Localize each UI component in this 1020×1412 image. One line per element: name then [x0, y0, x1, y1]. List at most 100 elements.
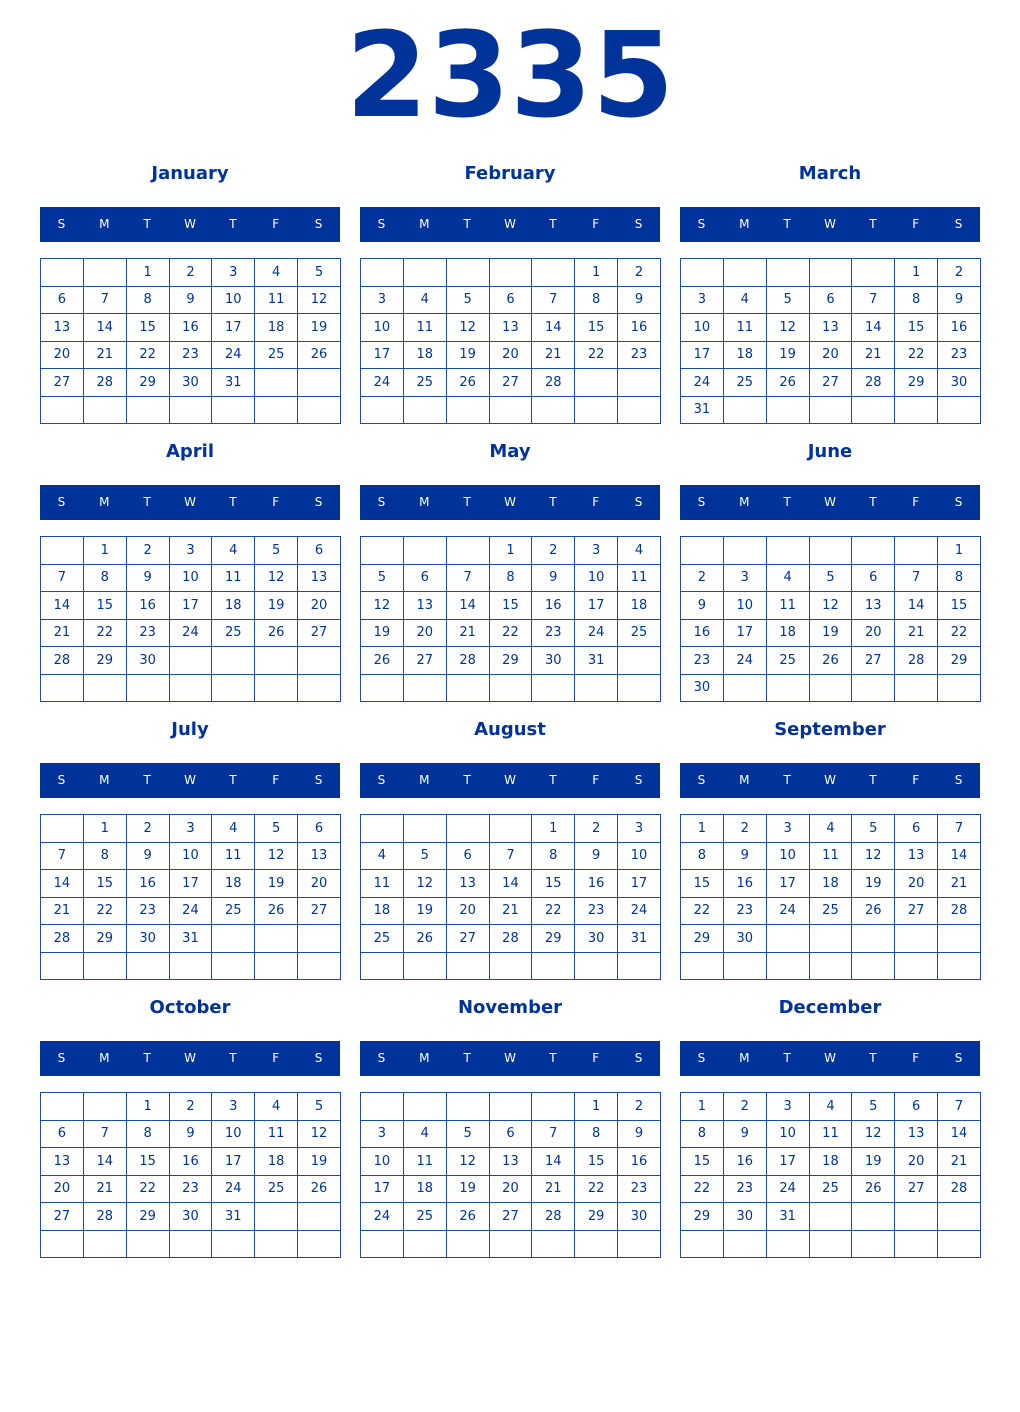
- day-cell: 30: [937, 368, 981, 397]
- day-cell: 14: [40, 591, 84, 620]
- day-cell: 27: [445, 924, 490, 953]
- day-cell: [445, 258, 490, 287]
- day-cell: [254, 1229, 299, 1258]
- day-cell: 13: [445, 869, 490, 898]
- weekday-label: M: [419, 217, 430, 231]
- day-cell: 12: [254, 841, 299, 870]
- day-cell: 29: [574, 1202, 619, 1231]
- day-cell: 7: [40, 841, 84, 870]
- day-cell: 9: [125, 563, 170, 592]
- day-cell: 21: [82, 340, 127, 369]
- day-cell: 14: [851, 313, 896, 342]
- day-cell: 20: [894, 869, 939, 898]
- day-cell: [894, 1202, 939, 1231]
- day-cell: 22: [574, 340, 619, 369]
- day-cell: 6: [488, 285, 533, 314]
- day-cell: [680, 536, 724, 565]
- week-row: [360, 1229, 661, 1258]
- day-cell: [40, 1092, 84, 1121]
- day-cell: 14: [531, 313, 576, 342]
- day-cell: 9: [937, 285, 981, 314]
- day-cell: 28: [82, 368, 127, 397]
- day-cell: 19: [402, 896, 447, 925]
- week-row: 10 11 12 13 14 15 16: [680, 313, 981, 342]
- week-row: 21 22 23 24 25 26 27: [40, 896, 341, 925]
- day-cell: 17: [168, 869, 213, 898]
- day-cell: 25: [360, 924, 404, 953]
- days-table: 1 2 3 4 5 6 7 8 9 10 11 12 13 14 15 16 17 18 19 20 21 22 23 24 2…: [360, 536, 661, 702]
- day-cell: 24: [211, 340, 256, 369]
- week-row: 21 22 23 24 25 26 27: [40, 618, 341, 647]
- day-cell: 13: [402, 591, 447, 620]
- day-cell: 9: [680, 591, 724, 620]
- day-cell: 7: [531, 285, 576, 314]
- week-row: 24 25 26 27 28 29 30: [680, 368, 981, 397]
- day-cell: 24: [680, 368, 724, 397]
- day-cell: 26: [808, 646, 853, 675]
- day-cell: 25: [211, 896, 256, 925]
- day-cell: 21: [531, 340, 576, 369]
- day-cell: [722, 951, 767, 980]
- day-cell: [254, 368, 299, 397]
- week-row: 20 21 22 23 24 25 26: [40, 340, 341, 369]
- day-cell: 15: [125, 313, 170, 342]
- day-cell: 16: [680, 618, 724, 647]
- week-row: 8 9 10 11 12 13 14: [680, 1119, 981, 1148]
- day-cell: 31: [765, 1202, 810, 1231]
- day-cell: 12: [254, 563, 299, 592]
- day-cell: [125, 1229, 170, 1258]
- weekday-label: T: [783, 217, 791, 231]
- day-cell: [937, 395, 981, 424]
- day-cell: 29: [82, 924, 127, 953]
- day-cell: 12: [851, 841, 896, 870]
- day-cell: 18: [617, 591, 661, 620]
- day-cell: 10: [360, 313, 404, 342]
- day-cell: 9: [168, 285, 213, 314]
- day-cell: 2: [937, 258, 981, 287]
- day-cell: 20: [808, 340, 853, 369]
- day-cell: 13: [894, 1119, 939, 1148]
- day-cell: 19: [254, 591, 299, 620]
- day-cell: 10: [765, 841, 810, 870]
- day-cell: 19: [445, 1174, 490, 1203]
- day-cell: 20: [488, 1174, 533, 1203]
- week-row: 15 16 17 18 19 20 21: [680, 869, 981, 898]
- day-cell: [445, 1092, 490, 1121]
- week-row: [40, 1229, 341, 1258]
- weekday-label: W: [504, 495, 516, 509]
- day-cell: 25: [254, 1174, 299, 1203]
- day-cell: 16: [168, 1147, 213, 1176]
- day-cell: 21: [937, 1147, 981, 1176]
- day-cell: 30: [722, 924, 767, 953]
- day-cell: 4: [360, 841, 404, 870]
- weekday-label: M: [739, 495, 750, 509]
- day-cell: [297, 924, 341, 953]
- day-cell: 18: [808, 1147, 853, 1176]
- day-cell: [851, 1229, 896, 1258]
- day-cell: 25: [402, 368, 447, 397]
- day-cell: [297, 395, 341, 424]
- day-cell: 10: [168, 563, 213, 592]
- day-cell: 13: [297, 841, 341, 870]
- weekday-label: M: [99, 495, 110, 509]
- day-cell: 18: [211, 591, 256, 620]
- day-cell: 21: [894, 618, 939, 647]
- day-cell: [445, 673, 490, 702]
- day-cell: 27: [894, 896, 939, 925]
- day-cell: 9: [168, 1119, 213, 1148]
- day-cell: [40, 951, 84, 980]
- day-cell: [574, 951, 619, 980]
- day-cell: [851, 258, 896, 287]
- day-cell: 25: [254, 340, 299, 369]
- day-cell: [360, 395, 404, 424]
- day-cell: 28: [531, 1202, 576, 1231]
- week-row: [680, 1229, 981, 1258]
- day-cell: 22: [531, 896, 576, 925]
- day-cell: 10: [360, 1147, 404, 1176]
- day-cell: [402, 536, 447, 565]
- day-cell: 16: [617, 1147, 661, 1176]
- day-cell: [445, 536, 490, 565]
- day-cell: [211, 1229, 256, 1258]
